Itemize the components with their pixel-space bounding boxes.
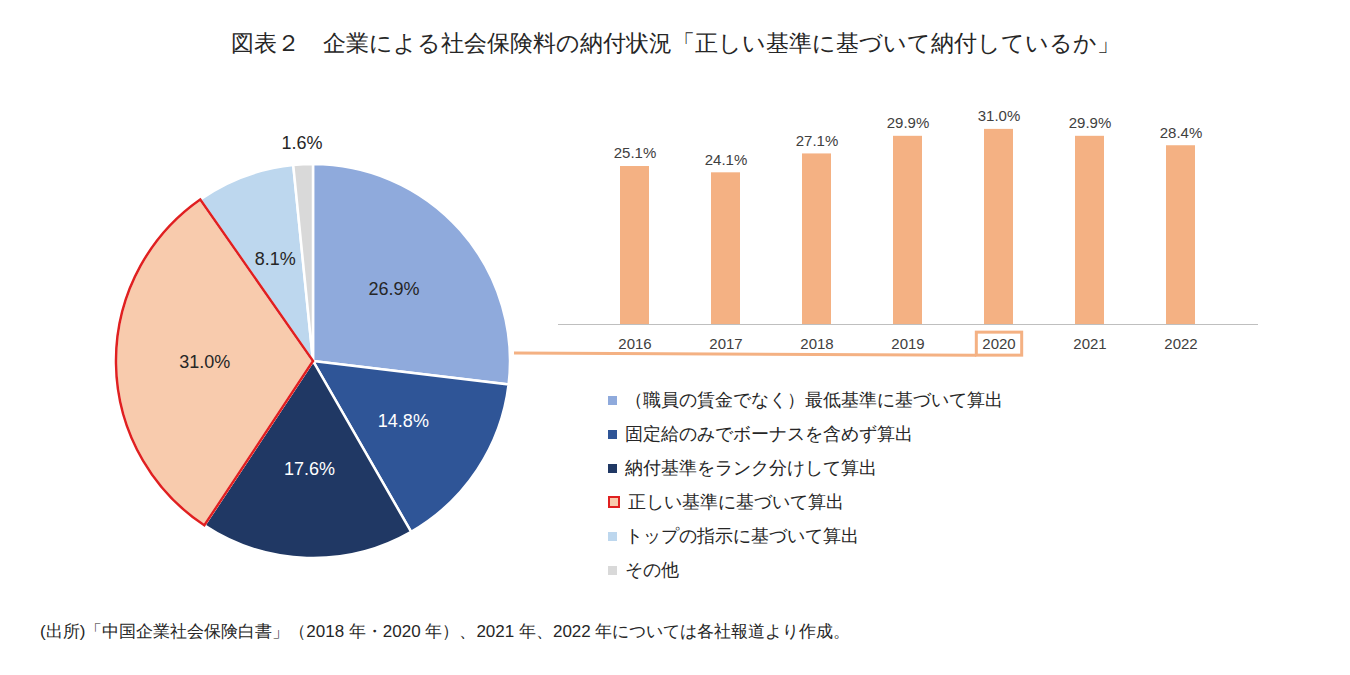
svg-text:31.0%: 31.0% [179,352,230,372]
svg-text:29.9%: 29.9% [1069,114,1112,131]
html-text:納付基準をランク分けして算出: 納付基準をランク分けして算出 [625,458,877,478]
html-text:トップの指示に基づいて算出: トップの指示に基づいて算出 [625,526,859,546]
html-text:その他: その他 [625,560,679,580]
svg-text:1.6%: 1.6% [281,133,322,153]
svg-text:17.6%: 17.6% [284,459,335,479]
svg-text:2022: 2022 [1164,335,1197,352]
svg-text:2018: 2018 [800,335,833,352]
html-text:(出所)「中国企業社会保険白書」（2018 年・2020 年: (出所)「中国企業社会保険白書」（2018 年・2020 年）、2021 年、2… [40,622,851,641]
svg-text:28.4%: 28.4% [1160,124,1203,141]
svg-text:14.8%: 14.8% [378,411,429,431]
svg-text:31.0%: 31.0% [978,107,1021,124]
svg-text:2016: 2016 [618,335,651,352]
svg-text:2019: 2019 [891,335,924,352]
html-text:（職員の賃金でなく）最低基準に基づいて算出: （職員の賃金でなく）最低基準に基づいて算出 [625,390,1003,410]
svg-text:2021: 2021 [1073,335,1106,352]
svg-text:26.9%: 26.9% [369,279,420,299]
svg-text:29.9%: 29.9% [887,114,930,131]
svg-text:24.1%: 24.1% [705,151,748,168]
svg-text:27.1%: 27.1% [796,132,839,149]
html-text:正しい基準に基づいて算出: 正しい基準に基づいて算出 [628,492,844,512]
svg-text:2020: 2020 [982,335,1015,352]
html-text:図表２ 企業による社会保険料の納付状況「正しい基準に基づいて: 図表２ 企業による社会保険料の納付状況「正しい基準に基づいて納付しているか」 [230,30,1120,56]
html-text:固定給のみでボーナスを含めず算出: 固定給のみでボーナスを含めず算出 [625,424,913,444]
svg-text:25.1%: 25.1% [614,144,657,161]
svg-text:8.1%: 8.1% [255,249,296,269]
svg-text:2017: 2017 [709,335,742,352]
